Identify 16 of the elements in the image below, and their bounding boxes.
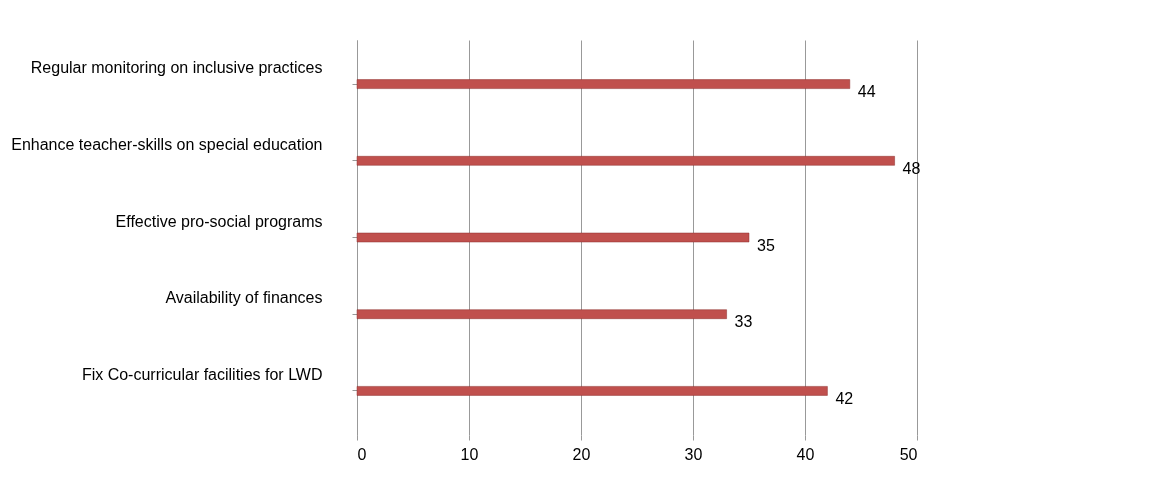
x-tick-label: 10 (460, 445, 479, 463)
data-label: 44 (857, 83, 876, 101)
data-label: 35 (757, 236, 775, 254)
x-tick-label: 50 (899, 445, 918, 463)
y-tick-label: Availability of finances (165, 289, 323, 307)
x-tick-label: 30 (684, 445, 703, 463)
data-label: 48 (902, 159, 921, 177)
y-tick-label: Regular monitoring on inclusive practices (30, 59, 323, 77)
x-tick-label: 0 (357, 445, 367, 463)
data-label: 42 (835, 389, 854, 407)
y-tick-label: Effective pro-social programs (115, 212, 323, 230)
x-tick-label: 40 (796, 445, 815, 463)
data-label: 33 (734, 313, 753, 331)
x-tick-label: 20 (572, 445, 591, 463)
y-tick-label: Enhance teacher-skills on special education (11, 135, 323, 153)
y-tick-label: Fix Co-curricular facilities for LWD (81, 365, 323, 383)
